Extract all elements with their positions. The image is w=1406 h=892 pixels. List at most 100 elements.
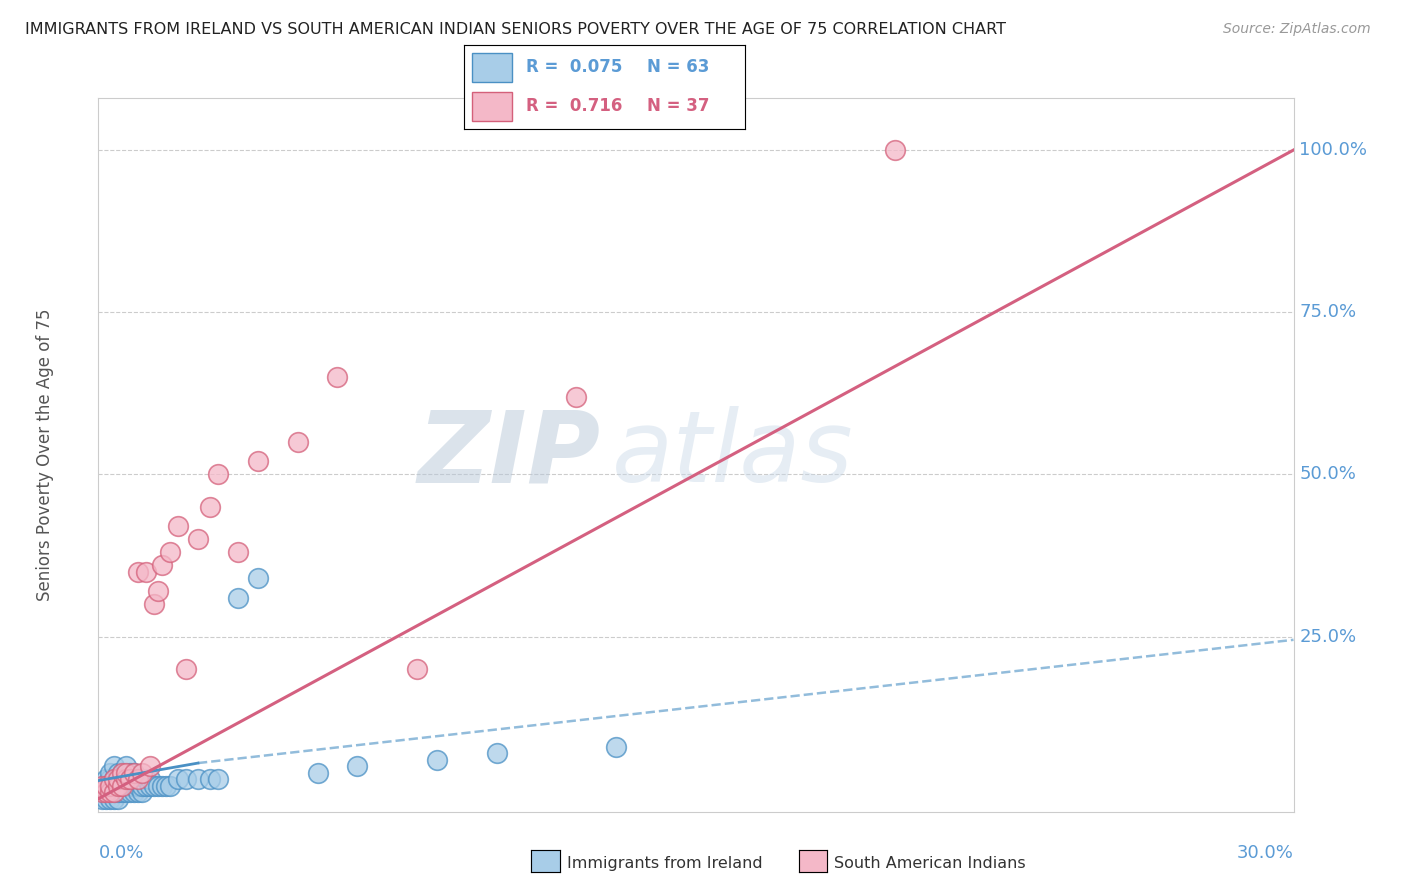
Point (98, 765, 122, 780)
Point (124, 765, 146, 780)
Point (143, 779, 166, 793)
Point (148, 584, 170, 599)
Point (98, 779, 122, 793)
Point (124, 765, 146, 780)
Text: 25.0%: 25.0% (1299, 628, 1357, 646)
Text: South American Indians: South American Indians (834, 856, 1025, 871)
Point (207, 467, 229, 482)
Point (159, 779, 181, 793)
Point (187, 772, 209, 787)
Point (139, 779, 162, 793)
Point (107, 765, 129, 780)
Point (167, 772, 190, 787)
Point (111, 765, 134, 780)
Text: Source: ZipAtlas.com: Source: ZipAtlas.com (1223, 22, 1371, 37)
Point (159, 545, 181, 559)
Point (107, 791, 129, 805)
Point (107, 779, 129, 793)
Point (91, 785, 114, 799)
Point (226, 591, 249, 605)
Point (115, 772, 138, 787)
FancyBboxPatch shape (472, 92, 512, 120)
Text: 50.0%: 50.0% (1299, 466, 1357, 483)
Point (127, 772, 149, 787)
Point (91, 785, 114, 799)
Point (115, 785, 138, 799)
Point (107, 785, 129, 799)
Point (143, 597, 166, 611)
Point (426, 753, 449, 767)
Point (127, 785, 149, 799)
Point (127, 779, 149, 793)
Point (226, 545, 249, 559)
Point (198, 772, 221, 787)
Point (103, 772, 125, 787)
Point (111, 785, 134, 799)
Point (91, 779, 114, 793)
Point (120, 779, 142, 793)
Point (131, 779, 153, 793)
Point (605, 739, 627, 754)
Point (485, 747, 508, 761)
Point (167, 519, 190, 533)
Point (111, 772, 134, 787)
Text: Seniors Poverty Over the Age of 75: Seniors Poverty Over the Age of 75 (35, 309, 53, 601)
Point (124, 779, 146, 793)
Point (139, 759, 162, 773)
Point (98, 772, 122, 787)
Text: R =  0.716: R = 0.716 (526, 96, 623, 114)
Point (124, 785, 146, 799)
Point (96, 791, 118, 805)
Point (884, 143, 907, 157)
Point (115, 759, 138, 773)
Point (96, 779, 118, 793)
Point (103, 785, 125, 799)
Point (96, 785, 118, 799)
Point (107, 772, 129, 787)
Point (139, 772, 162, 787)
Point (91, 791, 114, 805)
Point (96, 779, 118, 793)
Point (103, 785, 125, 799)
Point (131, 765, 153, 780)
Point (155, 779, 177, 793)
Point (135, 772, 157, 787)
Point (120, 772, 142, 787)
Text: 100.0%: 100.0% (1299, 141, 1368, 159)
Point (150, 779, 173, 793)
Point (115, 779, 138, 793)
Point (115, 772, 138, 787)
Point (103, 791, 125, 805)
Point (135, 565, 157, 579)
Point (111, 779, 134, 793)
Point (120, 765, 142, 780)
Point (406, 662, 429, 676)
Point (98, 791, 122, 805)
Point (207, 772, 229, 787)
Point (103, 759, 125, 773)
Point (150, 558, 173, 573)
Text: N = 63: N = 63 (647, 58, 709, 76)
Point (127, 772, 149, 787)
Point (91, 779, 114, 793)
Text: R =  0.075: R = 0.075 (526, 58, 623, 76)
Point (326, 370, 349, 384)
Point (107, 779, 129, 793)
FancyBboxPatch shape (472, 54, 512, 82)
Text: 30.0%: 30.0% (1237, 844, 1294, 862)
Point (96, 785, 118, 799)
Point (96, 772, 118, 787)
Point (103, 779, 125, 793)
Point (111, 779, 134, 793)
Text: Immigrants from Ireland: Immigrants from Ireland (567, 856, 762, 871)
Point (198, 500, 221, 514)
Point (148, 779, 170, 793)
Text: ZIP: ZIP (418, 407, 600, 503)
Point (246, 571, 269, 585)
Point (287, 434, 309, 449)
Point (174, 662, 197, 676)
Point (120, 772, 142, 787)
Point (111, 765, 134, 780)
Point (103, 772, 125, 787)
Point (187, 533, 209, 547)
